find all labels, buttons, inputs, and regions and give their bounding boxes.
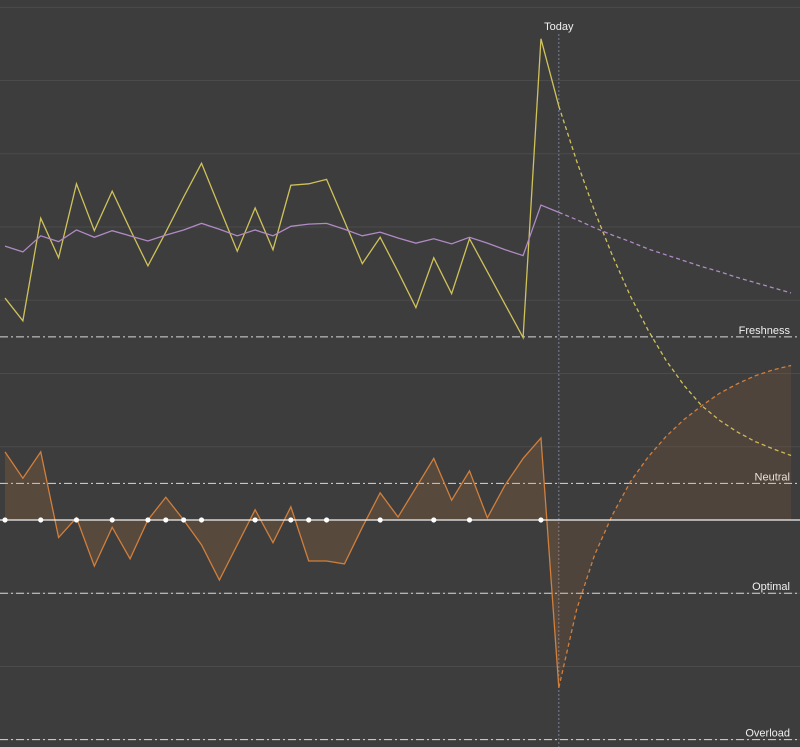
activity-dot	[2, 517, 8, 523]
activity-dot	[181, 517, 187, 523]
line	[4, 38, 560, 340]
projection-line	[558, 364, 792, 688]
today-label: Today	[544, 21, 574, 33]
line	[4, 436, 560, 688]
projection-line	[558, 211, 792, 294]
activity-dot	[466, 517, 473, 523]
activity-dot	[73, 517, 80, 523]
activity-dot	[377, 517, 383, 523]
activity-dot	[145, 517, 151, 523]
reference-label: Optimal	[752, 581, 790, 593]
line	[4, 204, 560, 257]
activity-dot	[431, 517, 437, 523]
activity-dot	[109, 517, 115, 523]
activity-dot	[323, 517, 330, 523]
area	[5, 437, 559, 688]
reference-label: Overload	[745, 728, 790, 740]
activity-dot	[538, 517, 544, 523]
reference-label: Neutral	[755, 471, 790, 483]
activity-dot	[163, 517, 169, 523]
activity-dot	[198, 517, 205, 523]
reference-label: Freshness	[739, 325, 791, 337]
projection-line	[558, 105, 792, 457]
activity-dot	[38, 517, 44, 523]
area	[558, 365, 792, 688]
activity-dot	[252, 517, 258, 523]
activity-dot	[288, 517, 294, 523]
activity-dot	[306, 517, 312, 523]
